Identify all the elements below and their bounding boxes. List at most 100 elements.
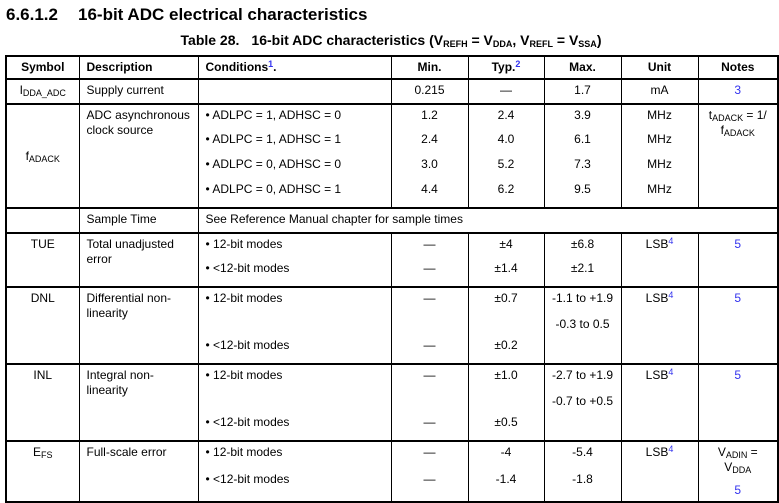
footnote-ref[interactable]: 4 [668,236,674,246]
max-cell: -1.1 to +1.9 -0.3 to 0.5 [543,286,621,335]
condition-cell: • <12-bit modes [197,469,391,502]
unit-cell: LSB4 [620,232,698,287]
min-cell: 3.0 [390,154,468,179]
notes-cell: tADACK = 1/fADACK [697,103,778,208]
table-row: INL Integral non-linearity • 12-bit modes —… [5,363,778,441]
min-cell: 0.215 [390,78,468,104]
max-cell: 1.7 [543,78,621,104]
table-row: Sample Time See Reference Manual chapter … [5,207,778,233]
unit-cell: MHz [620,179,698,208]
max-cell: ±2.1 [543,258,621,287]
typ-cell: -1.4 [467,469,544,502]
column-header-max: Max. [543,55,621,79]
min-cell: — [390,439,468,470]
min-cell: 4.4 [390,179,468,208]
footnote-link[interactable]: 5 [734,483,742,497]
footnote-ref[interactable]: 4 [668,290,674,300]
description-cell: Supply current [78,78,198,104]
column-header-unit: Unit [620,55,698,79]
unit-cell: MHz [620,154,698,179]
table-row: IDDA_ADC Supply current 0.215—1.7 mA 3 [5,78,778,104]
condition-cell: • <12-bit modes [197,412,391,441]
note-text: tADACK = 1/ [708,108,767,123]
table-row: • <12-bit modes — ±0.5 [6,412,778,441]
min-cell: 1.2 [390,103,468,129]
footnote-ref[interactable]: 4 [668,444,674,454]
table-row: EFS Full-scale error • 12-bit modes — -4 -5.4… [5,439,778,502]
typ-cell: ±1.0 [467,363,544,412]
typ-cell: ±4 [467,232,544,258]
section-title: 16-bit ADC electrical characteristics [78,5,368,24]
max-cell: -1.8 [543,469,621,502]
max-range: -2.7 to +1.9 [551,368,614,382]
min-cell: — [390,469,468,502]
footnote-link[interactable]: 3 [734,83,742,97]
max-cell: 6.1 [543,129,621,154]
typ-cell: ±0.7 [467,286,544,335]
condition-cell: • <12-bit modes [197,335,391,364]
unit-cell: MHz [620,129,698,154]
footnote-link[interactable]: 5 [734,368,742,382]
table-row: • ADLPC = 0, ADHSC = 0 3.0 5.2 7.3 MHz [6,154,778,179]
max-cell: -2.7 to +1.9 -0.7 to +0.5 [543,363,621,412]
footnote-ref[interactable]: 4 [668,367,674,377]
condition-cell: • ADLPC = 1, ADHSC = 0 [197,103,391,129]
description-cell: Differential non-linearity [78,286,198,364]
symbol-cell: DNL [5,286,79,364]
unit-cell: MHz [620,103,698,129]
section-number: 6.6.1.2 [6,5,58,24]
table-row: • <12-bit modes — ±0.2 [6,335,778,364]
table-row: • ADLPC = 0, ADHSC = 1 4.4 6.2 9.5 MHz [6,179,778,208]
max-cell: -5.4 [543,439,621,470]
condition-cell: • 12-bit modes [197,232,391,258]
footnote-ref[interactable]: 1 [268,59,274,69]
table-header: Symbol Description Conditions1. Min. Typ.2 Ma… [5,55,778,79]
description-cell: ADC asynchronous clock source [78,103,198,208]
table-row: • ADLPC = 1, ADHSC = 1 2.4 4.0 6.1 MHz [6,129,778,154]
note-text: VDDA [724,460,752,475]
notes-cell: 5 [697,232,778,287]
description-cell: Integral non-linearity [78,363,198,441]
symbol-cell: IDDA_ADC [5,78,79,104]
footnote-link[interactable]: 5 [734,291,742,305]
symbol-cell: EFS [5,440,79,502]
max-cell: 9.5 [543,179,621,208]
condition-cell: • 12-bit modes [197,363,391,412]
column-header-description: Description [78,55,198,79]
symbol-cell: fADACK [5,103,79,208]
typ-cell: 4.0 [467,129,544,154]
max-cell: 3.9 [543,103,621,129]
column-header-symbol: Symbol [5,55,79,79]
unit-cell: LSB4 [620,440,698,502]
table-body: IDDA_ADC Supply current 0.215—1.7 mA 3 fADACK… [5,78,778,502]
header-row: Symbol Description Conditions1. Min. Typ.2 Ma… [5,55,778,79]
min-cell: — [390,412,468,441]
typ-cell: 6.2 [467,179,544,208]
condition-cell: • ADLPC = 0, ADHSC = 0 [197,154,391,179]
min-cell: — [390,335,468,364]
table-row: DNL Differential non-linearity • 12-bit mo… [5,286,778,364]
unit-cell: LSB4 [620,363,698,441]
notes-cell: VADIN = VDDA 5 [697,440,778,502]
condition-cell: • <12-bit modes [197,258,391,287]
symbol-cell [5,207,79,233]
notes-cell: 5 [697,363,778,441]
condition-cell [197,78,391,104]
footnote-link[interactable]: 5 [734,237,742,251]
section-heading: 6.6.1.2 16-bit ADC electrical characteris… [6,5,779,25]
table-caption: Table 28. 16-bit ADC characteristics (VRE… [5,32,777,49]
typ-cell: 2.4 [467,103,544,129]
description-cell: Sample Time [78,207,198,233]
typ-cell: -4 [467,439,544,470]
column-header-min: Min. [390,55,468,79]
column-header-notes: Notes [697,55,778,79]
table-row: • <12-bit modes — -1.4 -1.8 [6,469,778,502]
symbol-cell: TUE [5,232,79,287]
min-cell: 2.4 [390,129,468,154]
notes-cell: 3 [697,78,778,104]
footnote-ref[interactable]: 2 [515,59,521,69]
max-range: -0.7 to +0.5 [551,394,614,408]
min-cell: — [390,258,468,287]
symbol-cell: INL [5,363,79,441]
